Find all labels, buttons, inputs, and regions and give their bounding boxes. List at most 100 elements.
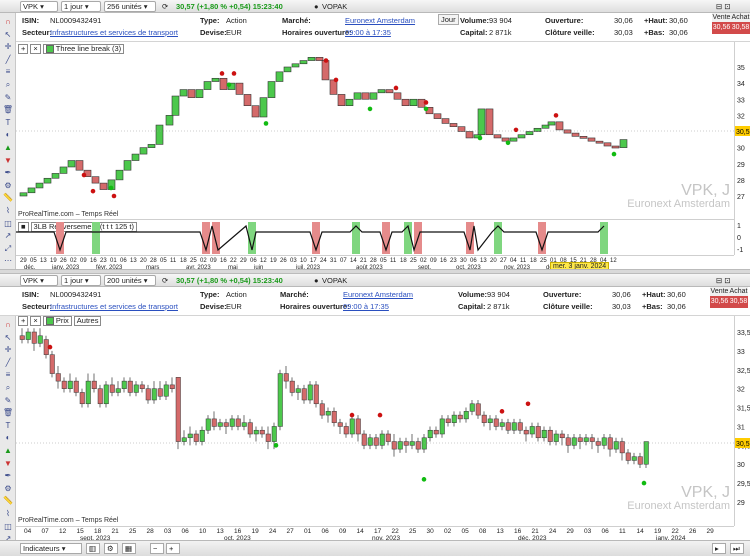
line-icon[interactable]: ╱ xyxy=(5,357,11,367)
crosshair-icon[interactable]: ✛ xyxy=(4,345,12,355)
day-tick: 16 xyxy=(220,258,227,264)
text-icon[interactable]: T xyxy=(5,117,11,127)
buy-quote[interactable]: Achat 30,58 xyxy=(731,13,750,40)
scroll-right-button[interactable]: ▸ xyxy=(712,543,726,554)
color-icon[interactable]: ◐ xyxy=(5,130,11,140)
market-link[interactable]: Euronext Amsterdam xyxy=(345,16,416,25)
zoom-out-button[interactable]: − xyxy=(150,543,164,554)
pencil-icon[interactable]: ✎ xyxy=(4,92,12,102)
zoom-icon[interactable]: ⌕ xyxy=(5,80,11,89)
reversal-up-bar xyxy=(92,222,100,254)
text-icon[interactable]: T xyxy=(5,420,11,430)
units-select-2[interactable]: 200 unités ▾ xyxy=(104,275,156,286)
three-line-break-chart[interactable] xyxy=(16,42,734,219)
ticker-select-2[interactable]: VPK ▾ xyxy=(20,275,58,286)
line-icon[interactable]: ╱ xyxy=(5,54,11,64)
bearish-candle xyxy=(157,388,163,397)
reversal-indicator[interactable] xyxy=(16,220,734,256)
month-tick: oct. 2023 xyxy=(224,535,251,541)
axis-tick-label: 31 xyxy=(737,424,745,431)
period-select-2[interactable]: 1 jour ▾ xyxy=(61,275,101,286)
magnet-icon[interactable]: ∩ xyxy=(5,17,11,26)
day-tick: 20 xyxy=(140,258,147,264)
period-select[interactable]: 1 jour ▾ xyxy=(61,1,101,12)
star-icon[interactable]: ● xyxy=(314,2,319,11)
sell-quote[interactable]: Vente 30,56 xyxy=(712,13,731,40)
expand-icon[interactable]: + xyxy=(18,44,29,54)
bullish-brick xyxy=(345,98,354,106)
settings-icon[interactable]: ⚙ xyxy=(4,180,12,190)
hours-link[interactable]: 09:00 à 17:35 xyxy=(345,28,391,37)
market-link-2[interactable]: Euronext Amsterdam xyxy=(343,290,414,299)
bearish-brick xyxy=(449,123,458,127)
crosshair-icon[interactable]: ✛ xyxy=(4,42,12,52)
buy-quote-2[interactable]: Achat 30,58 xyxy=(729,287,748,314)
expand-icon[interactable]: ⤢ xyxy=(4,243,12,253)
zoom-in-button[interactable]: + xyxy=(166,543,180,554)
trash-icon[interactable]: 🗑 xyxy=(2,408,14,418)
bullish-arrow-icon[interactable]: ▲ xyxy=(4,446,12,455)
settings-icon[interactable]: ⚙ xyxy=(4,483,12,493)
close-icon[interactable]: × xyxy=(30,44,41,54)
sector-link-2[interactable]: Infrastructures et services de transport xyxy=(50,302,178,311)
trash-icon[interactable]: 🗑 xyxy=(2,105,14,115)
indicators-button[interactable]: Indicateurs ▾ xyxy=(20,543,82,554)
expand-icon-2[interactable]: + xyxy=(18,316,29,326)
bearish-arrow-icon[interactable]: ▼ xyxy=(4,458,12,468)
tab-jour[interactable]: Jour xyxy=(438,14,459,25)
scroll-end-button[interactable]: ⏭ xyxy=(730,543,744,554)
bearish-arrow-icon[interactable]: ▼ xyxy=(4,155,12,165)
window-splitter[interactable] xyxy=(0,269,750,274)
network-icon[interactable]: ⌇ xyxy=(6,509,10,518)
bullish-arrow-icon[interactable]: ▲ xyxy=(4,143,12,152)
zoom-icon[interactable]: ⌕ xyxy=(5,383,11,392)
day-tick: 06 xyxy=(322,528,330,535)
hours-link-2[interactable]: 09:00 à 17:35 xyxy=(343,302,389,311)
bearish-candle xyxy=(97,388,103,405)
sector-label-2: Secteur: xyxy=(22,302,53,311)
color-icon[interactable]: ◐ xyxy=(5,433,11,443)
sector-link[interactable]: Infrastructures et services de transport xyxy=(50,28,178,37)
day-tick: 13 xyxy=(480,258,487,264)
window-controls-icon-2[interactable]: ⊟ ⊡ xyxy=(716,276,731,285)
pen-icon[interactable]: ✒ xyxy=(4,168,12,178)
layers-icon[interactable]: ◫ xyxy=(4,218,12,228)
legend-autres[interactable]: Autres xyxy=(73,316,102,326)
candlestick-chart[interactable] xyxy=(16,316,734,526)
axis-tick-label: 34 xyxy=(737,81,745,88)
star-icon-2[interactable]: ● xyxy=(314,276,319,285)
close-icon-2[interactable]: × xyxy=(30,316,41,326)
arrow-icon[interactable]: ↗ xyxy=(4,534,12,544)
units-select[interactable]: 256 unités ▾ xyxy=(104,1,156,12)
bearish-brick xyxy=(361,92,370,100)
fibonacci-icon[interactable]: ≡ xyxy=(5,370,11,380)
magnet-icon[interactable]: ∩ xyxy=(5,320,11,329)
sell-quote-2[interactable]: Vente 30,56 xyxy=(710,287,729,314)
clock-icon: ⟳ xyxy=(162,2,169,11)
pen-icon[interactable]: ✒ xyxy=(4,471,12,481)
axis-tick-label: 1 xyxy=(737,223,741,230)
pencil-icon[interactable]: ✎ xyxy=(4,395,12,405)
bullish-candle xyxy=(205,418,211,431)
legend-prix[interactable]: Prix xyxy=(42,316,72,326)
market-label: Marché: xyxy=(282,16,311,25)
layers-icon[interactable]: ◫ xyxy=(4,521,12,531)
chart-type-button[interactable]: ▥ xyxy=(86,543,100,554)
bullish-brick xyxy=(275,71,284,82)
network-icon[interactable]: ⌇ xyxy=(6,206,10,215)
legend-three-line-break[interactable]: Three line break (3) xyxy=(42,44,125,54)
arrow-icon[interactable]: ↗ xyxy=(4,231,12,241)
cursor-icon[interactable]: ↖ xyxy=(4,29,12,39)
window-controls-icon[interactable]: ⊟ ⊡ xyxy=(716,2,731,11)
fibonacci-icon[interactable]: ≡ xyxy=(5,67,11,77)
prev-close-value: 30,03 xyxy=(614,28,633,37)
more-icon[interactable]: ⋯ xyxy=(4,256,12,266)
cursor-icon[interactable]: ↖ xyxy=(4,332,12,342)
buy-signal-dot xyxy=(421,477,427,482)
type-label-2: Type: xyxy=(200,290,220,299)
settings-button[interactable]: ⚙ xyxy=(104,543,118,554)
ticker-select[interactable]: VPK ▾ xyxy=(20,1,58,12)
layout-button[interactable]: ▦ xyxy=(122,543,136,554)
ruler-icon[interactable]: 📏 xyxy=(3,193,13,203)
ruler-icon[interactable]: 📏 xyxy=(3,496,13,506)
